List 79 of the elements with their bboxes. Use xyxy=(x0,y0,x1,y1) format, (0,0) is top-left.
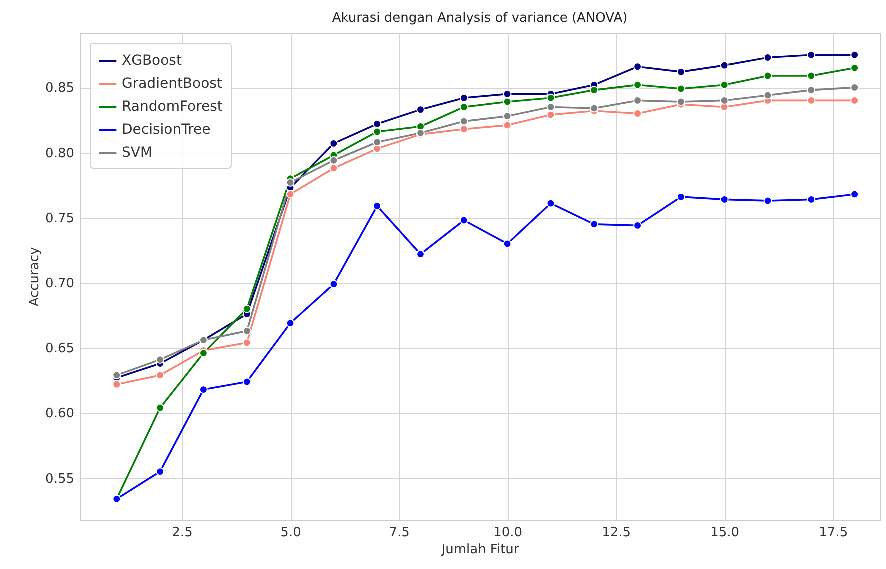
point xyxy=(764,196,772,206)
point xyxy=(590,220,599,229)
x-tick-label: 12.5 xyxy=(602,526,632,540)
point xyxy=(242,378,252,386)
point xyxy=(156,356,165,364)
y-tick-label: 0.60 xyxy=(46,406,74,422)
point xyxy=(590,104,599,113)
point xyxy=(807,86,816,94)
point xyxy=(546,94,556,102)
point xyxy=(460,103,468,112)
x-tick-label: 2.5 xyxy=(172,526,193,540)
point xyxy=(676,84,686,94)
y-axis-title: Accuracy xyxy=(28,247,43,307)
x-tick-label: 10.0 xyxy=(494,526,523,540)
point xyxy=(720,61,729,70)
legend-label: RandomForest xyxy=(122,99,224,115)
legend-label: SVM xyxy=(122,145,153,161)
legend-label: XGBoost xyxy=(122,53,182,69)
point xyxy=(200,349,208,358)
point xyxy=(634,222,642,230)
point xyxy=(460,117,468,126)
point xyxy=(807,96,816,105)
point xyxy=(590,86,599,94)
point xyxy=(676,192,686,202)
x-tick-label: 17.5 xyxy=(819,526,848,540)
point xyxy=(112,380,122,389)
point xyxy=(460,125,468,134)
point xyxy=(764,54,772,62)
point xyxy=(720,96,729,105)
point xyxy=(546,103,556,112)
legend-label: GradientBoost xyxy=(122,76,223,92)
point xyxy=(720,195,729,204)
y-tick-label: 0.70 xyxy=(46,276,74,292)
y-tick-label: 0.75 xyxy=(46,211,74,226)
point xyxy=(546,199,556,208)
point xyxy=(676,68,686,76)
point xyxy=(373,138,382,147)
y-tick-label: 0.80 xyxy=(46,146,74,162)
point xyxy=(242,326,252,336)
point xyxy=(634,80,642,90)
point xyxy=(156,371,165,380)
x-tick-label: 5.0 xyxy=(280,526,302,540)
point xyxy=(286,190,295,199)
point xyxy=(242,304,252,314)
point xyxy=(720,80,729,90)
legend-label: DecisionTree xyxy=(122,122,211,138)
point xyxy=(503,121,512,130)
point xyxy=(634,110,642,118)
point xyxy=(503,98,512,106)
point xyxy=(330,280,338,289)
point xyxy=(503,112,512,121)
point xyxy=(330,164,338,173)
point xyxy=(112,371,122,380)
point xyxy=(416,250,425,259)
point xyxy=(676,98,686,106)
point xyxy=(503,90,512,98)
point xyxy=(373,128,382,136)
point xyxy=(460,216,468,225)
x-axis-title: Jumlah Fitur xyxy=(440,542,520,558)
x-tick-label: 7.5 xyxy=(389,526,410,540)
point xyxy=(807,72,816,80)
y-tick-label: 0.85 xyxy=(46,81,74,96)
point xyxy=(200,386,208,394)
y-tick-label: 0.55 xyxy=(46,472,74,487)
point xyxy=(286,319,295,328)
point xyxy=(764,91,772,100)
point xyxy=(634,96,642,105)
point xyxy=(286,178,295,187)
point xyxy=(503,240,512,248)
point xyxy=(460,94,468,102)
point xyxy=(242,338,252,348)
point xyxy=(546,110,556,120)
y-tick-label: 0.65 xyxy=(46,342,74,357)
x-tick-label: 15.0 xyxy=(710,526,740,540)
point xyxy=(807,50,816,60)
point xyxy=(634,62,642,72)
point xyxy=(764,72,772,80)
chart-title: Akurasi dengan Analysis of variance (ANOVA) xyxy=(332,11,628,26)
point xyxy=(330,156,338,165)
